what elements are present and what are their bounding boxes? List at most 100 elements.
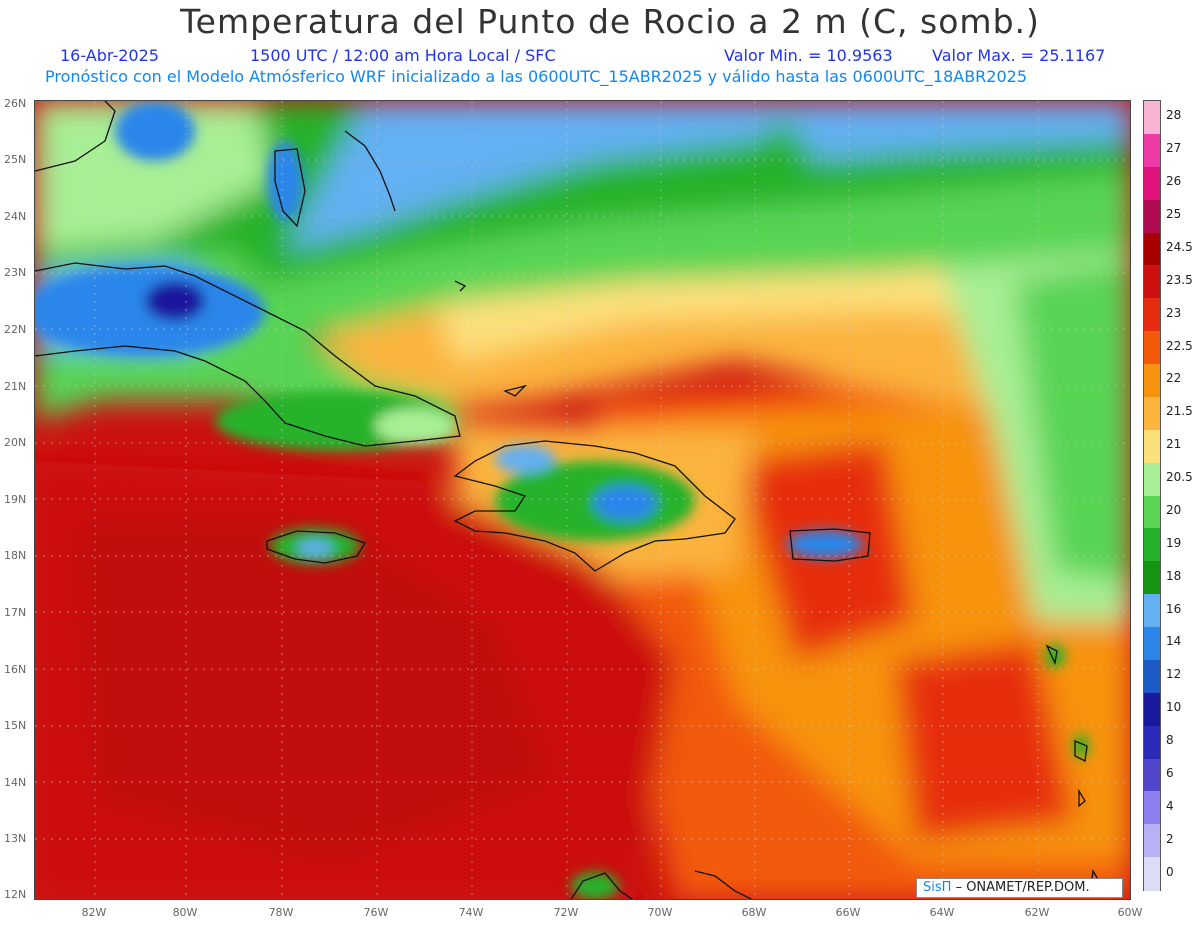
lon-label: 72W	[553, 906, 579, 919]
andros-coast	[274, 148, 306, 228]
colorbar-label: 14	[1166, 634, 1182, 649]
lon-label: 80W	[172, 906, 198, 919]
colorbar-label: 0	[1166, 864, 1174, 879]
florida-coast	[35, 101, 116, 172]
map-canvas	[35, 101, 1130, 899]
colorbar-segment	[1144, 462, 1160, 496]
lon-label: 62W	[1024, 906, 1050, 919]
credit-box: SisΠ – ONAMET/REP.DOM.	[916, 878, 1123, 898]
colorbar-label: 10	[1166, 700, 1182, 715]
colorbar-label: 28	[1166, 108, 1182, 123]
lat-label: 16N	[4, 663, 27, 676]
forecast-note: Pronóstico con el Modelo Atmósferico WRF…	[45, 67, 1028, 86]
colorbar-segment	[1144, 495, 1160, 529]
colorbar-label: 23	[1166, 305, 1182, 320]
lat-label: 19N	[4, 493, 27, 506]
venezuela-coast	[570, 872, 634, 899]
colorbar-segment	[1144, 692, 1160, 727]
colorbar-label: 22.5	[1166, 338, 1193, 353]
colorbar-segment	[1144, 429, 1160, 464]
colorbar-segment	[1144, 166, 1160, 201]
colorbar-label: 6	[1166, 765, 1174, 780]
colorbar-label: 25	[1166, 207, 1182, 222]
colorbar	[1143, 100, 1161, 891]
colorbar-segment	[1144, 528, 1160, 562]
colorbar-label: 26	[1166, 174, 1182, 189]
colorbar-segment	[1144, 725, 1160, 759]
colorbar-segment	[1144, 364, 1160, 398]
bahamas-coast-2	[454, 280, 467, 292]
puerto-rico-coast	[789, 528, 871, 562]
colorbar-label: 24.5	[1166, 239, 1193, 254]
colorbar-label: 22	[1166, 371, 1182, 386]
lon-label: 74W	[458, 906, 484, 919]
lon-label: 78W	[268, 906, 294, 919]
colorbar-label: 27	[1166, 141, 1182, 156]
colorbar-segment	[1144, 627, 1160, 661]
colorbar-segment	[1144, 396, 1160, 431]
brand-logo: SisΠ	[923, 880, 952, 895]
colorbar-segment	[1144, 659, 1160, 694]
colorbar-segment	[1144, 101, 1160, 135]
colorbar-segment	[1144, 298, 1160, 332]
lat-label: 25N	[4, 153, 27, 166]
lat-label: 15N	[4, 719, 27, 732]
lesser-antilles-1	[1045, 644, 1058, 666]
lat-label: 26N	[4, 97, 27, 110]
colorbar-label: 21.5	[1166, 404, 1193, 419]
hispaniola-coast	[453, 440, 736, 572]
colorbar-label: 8	[1166, 733, 1174, 748]
lat-label: 17N	[4, 606, 27, 619]
lat-label: 24N	[4, 210, 27, 223]
colorbar-segment	[1144, 594, 1160, 628]
max-value: Valor Max. = 25.1167	[932, 46, 1106, 65]
forecast-date: 16-Abr-2025	[60, 46, 159, 65]
lon-label: 70W	[647, 906, 673, 919]
lat-label: 21N	[4, 380, 27, 393]
lat-label: 14N	[4, 776, 27, 789]
lon-label: 82W	[81, 906, 107, 919]
colorbar-segment	[1144, 232, 1160, 266]
cuba-coast	[35, 262, 461, 447]
colorbar-label: 23.5	[1166, 272, 1193, 287]
colorbar-label: 20	[1166, 502, 1182, 517]
lon-label: 64W	[929, 906, 955, 919]
dewpoint-map	[34, 100, 1131, 900]
forecast-time: 1500 UTC / 12:00 am Hora Local / SFC	[250, 46, 556, 65]
lat-label: 20N	[4, 436, 27, 449]
lon-label: 60W	[1117, 906, 1143, 919]
jamaica-coast	[266, 530, 366, 564]
graticule	[35, 101, 1130, 899]
colorbar-label: 4	[1166, 798, 1174, 813]
colorbar-label: 2	[1166, 831, 1174, 846]
colorbar-segment	[1144, 758, 1160, 792]
organization-label: – ONAMET/REP.DOM.	[955, 880, 1090, 895]
lat-label: 18N	[4, 549, 27, 562]
colorbar-label: 19	[1166, 535, 1182, 550]
lat-label: 22N	[4, 323, 27, 336]
lon-label: 76W	[363, 906, 389, 919]
lon-label: 66W	[835, 906, 861, 919]
bahamas-coast-3	[503, 384, 528, 397]
colorbar-segment	[1144, 791, 1160, 825]
lesser-antilles-2	[1074, 740, 1088, 762]
islands-field	[35, 101, 1089, 899]
colorbar-label: 21	[1166, 437, 1182, 452]
colorbar-segment	[1144, 199, 1160, 233]
colorbar-label: 16	[1166, 601, 1182, 616]
lat-label: 12N	[4, 888, 27, 901]
colorbar-label: 20.5	[1166, 470, 1193, 485]
colorbar-segment	[1144, 133, 1160, 168]
south-coast-2	[694, 870, 753, 899]
colorbar-segment	[1144, 265, 1160, 299]
min-value: Valor Min. = 10.9563	[724, 46, 893, 65]
colorbar-segment	[1144, 857, 1160, 891]
chart-title: Temperatura del Punto de Rocio a 2 m (C,…	[180, 2, 1040, 41]
lon-label: 68W	[741, 906, 767, 919]
colorbar-segment	[1144, 331, 1160, 365]
colorbar-label: 12	[1166, 667, 1182, 682]
lesser-antilles-3	[1078, 788, 1086, 808]
colorbar-segment	[1144, 561, 1160, 595]
colorbar-segment	[1144, 824, 1160, 858]
lat-label: 23N	[4, 266, 27, 279]
